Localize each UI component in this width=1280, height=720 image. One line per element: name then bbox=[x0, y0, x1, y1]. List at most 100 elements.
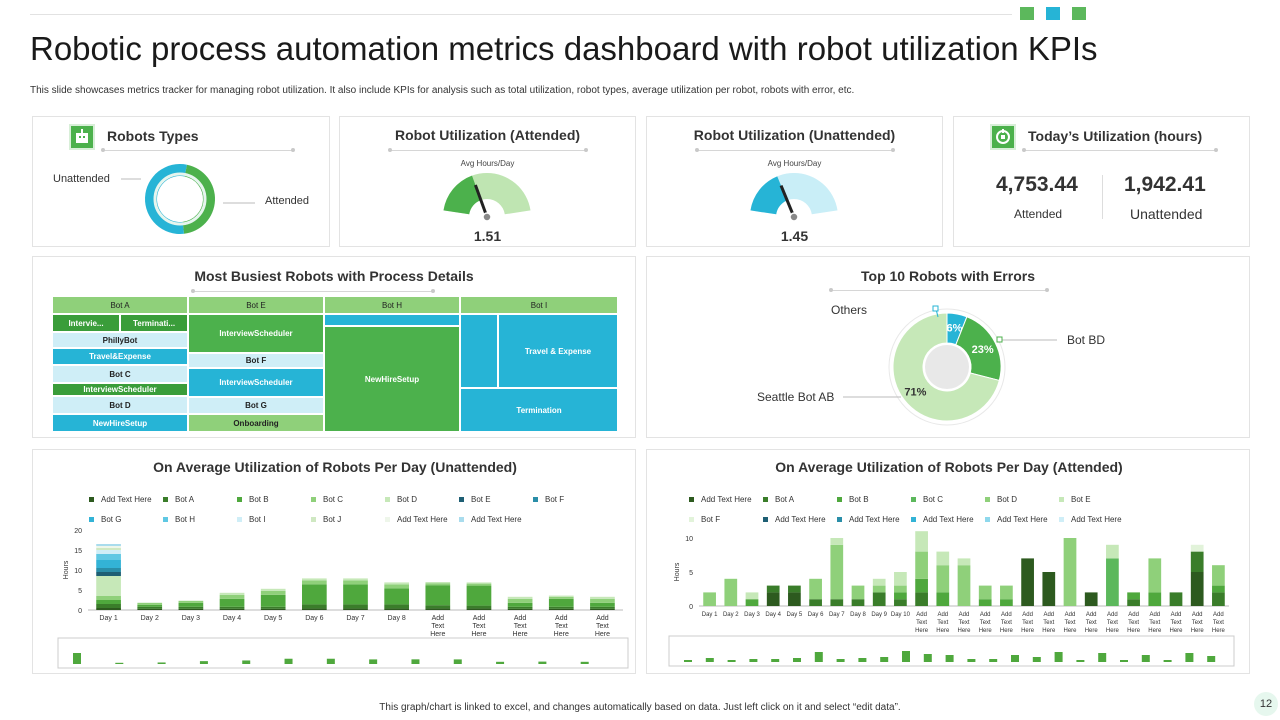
pie-label-seattle: Seattle Bot AB bbox=[757, 390, 835, 404]
x-tick-line: Text bbox=[473, 623, 486, 630]
x-tick-label: Add Text Here bbox=[430, 615, 445, 638]
bar-segment bbox=[219, 606, 245, 609]
x-tick-line: Add bbox=[980, 612, 991, 618]
leader-marker bbox=[996, 336, 1003, 343]
legend-label: Bot E bbox=[471, 495, 491, 504]
legend-label: Bot G bbox=[101, 515, 121, 524]
x-tick-line: Text bbox=[555, 623, 568, 630]
bar-segment bbox=[137, 602, 163, 605]
legend-label: Add Text Here bbox=[701, 495, 752, 504]
bar-segment bbox=[507, 606, 533, 609]
gauge-needle bbox=[473, 184, 489, 218]
bar-segment bbox=[219, 592, 245, 595]
bar-segment bbox=[788, 592, 801, 606]
x-tick-label: Day 2 bbox=[141, 615, 159, 622]
bar-segment bbox=[1190, 572, 1204, 606]
x-tick-line: Text bbox=[1107, 620, 1118, 626]
legend-swatch bbox=[237, 517, 242, 522]
gauge-hub bbox=[482, 212, 492, 222]
bar-segment bbox=[466, 583, 492, 586]
robot-icon bbox=[69, 124, 95, 150]
y-axis-label: Hours bbox=[63, 560, 70, 579]
busiest-robots-card: Most Busiest Robots with Process Details… bbox=[32, 256, 636, 438]
gauge-value: 1.51 bbox=[473, 228, 502, 244]
legend-label: Bot J bbox=[323, 515, 341, 524]
legend-swatch bbox=[1059, 517, 1064, 522]
x-tick-label: Add Text Here bbox=[513, 615, 528, 638]
bar-segment bbox=[178, 600, 204, 603]
x-tick-line: Text bbox=[1001, 620, 1012, 626]
util-attended-card: Robot Utilization (Attended) Avg Hours/D… bbox=[339, 116, 636, 247]
x-tick-line: Here bbox=[1042, 628, 1056, 634]
range-slider-bar bbox=[705, 658, 714, 662]
unattended-gauge bbox=[750, 173, 838, 222]
y-axis-label: Hours bbox=[674, 562, 681, 581]
legend-label: Bot A bbox=[175, 495, 195, 504]
bar-segment bbox=[1212, 565, 1225, 586]
x-tick-label: Add Text Here bbox=[1191, 612, 1205, 634]
gauge-caption: Avg Hours/Day bbox=[767, 159, 822, 168]
unattended-label: Unattended bbox=[53, 173, 110, 185]
bar-segment bbox=[96, 554, 121, 560]
x-tick-line: Here bbox=[1212, 628, 1226, 634]
bar-segment bbox=[1000, 585, 1013, 600]
bar-segment bbox=[915, 592, 928, 606]
x-tick-line: Text bbox=[980, 620, 991, 626]
bar-segment bbox=[830, 538, 844, 545]
bar-segment bbox=[1106, 558, 1119, 606]
bar-segment bbox=[548, 596, 574, 599]
x-tick-line: Add bbox=[1192, 612, 1203, 618]
bar-segment bbox=[343, 608, 368, 610]
bar-segment bbox=[425, 608, 451, 610]
x-tick-line: Here bbox=[1063, 628, 1077, 634]
treemap-cell: NewHireSetup bbox=[324, 326, 460, 432]
bar-segment bbox=[343, 580, 368, 585]
bar-segment bbox=[590, 608, 615, 610]
bar-segment bbox=[178, 608, 204, 610]
range-slider-bar bbox=[242, 660, 251, 664]
attended-stacked-bar: On Average Utilization of Robots Per Day… bbox=[668, 459, 1235, 667]
divider bbox=[1102, 175, 1103, 219]
legend-label: Bot C bbox=[323, 495, 343, 504]
errors-card: Top 10 Robots with Errors 6% 23% 71% Other… bbox=[646, 256, 1250, 438]
treemap-header: Bot I bbox=[460, 296, 618, 314]
page-subtitle: This slide showcases metrics tracker for… bbox=[30, 85, 855, 96]
legend-swatch bbox=[533, 497, 538, 502]
x-tick-label: Add Text Here bbox=[915, 612, 929, 634]
x-tick-line: Text bbox=[1170, 620, 1181, 626]
pie-label-bot-bd: Bot BD bbox=[1067, 333, 1106, 347]
legend-label: Add Text Here bbox=[397, 515, 448, 524]
treemap-cell: Bot D bbox=[52, 396, 188, 414]
bar-segment bbox=[978, 599, 992, 606]
range-slider bbox=[57, 637, 629, 669]
x-tick-line: Text bbox=[514, 623, 527, 630]
treemap-cell: Bot F bbox=[188, 353, 324, 368]
treemap-cell: PhillyBot bbox=[52, 332, 188, 348]
legend-swatch bbox=[689, 497, 694, 502]
range-slider-bar bbox=[157, 662, 166, 664]
bar-segment bbox=[425, 582, 451, 584]
chart-title: On Average Utilization of Robots Per Day… bbox=[775, 459, 1122, 475]
range-slider-bar bbox=[1054, 652, 1063, 662]
legend-swatch bbox=[459, 497, 464, 502]
legend-label: Bot C bbox=[923, 495, 943, 504]
today-util-card: Today’s Utilization (hours) 4,753.44 Att… bbox=[953, 116, 1250, 247]
bar-segment bbox=[178, 602, 204, 607]
x-tick-label: Day 4 bbox=[765, 612, 781, 618]
title-underline bbox=[191, 289, 435, 293]
legend-swatch bbox=[1059, 497, 1064, 502]
x-tick-line: Here bbox=[1127, 628, 1141, 634]
bar-segment bbox=[809, 578, 822, 600]
range-slider-bar bbox=[1141, 655, 1150, 662]
legend-label: Add Text Here bbox=[997, 515, 1048, 524]
bar-segment bbox=[260, 588, 286, 591]
pie-data-label: 23% bbox=[972, 344, 994, 356]
x-tick-label: Day 6 bbox=[808, 612, 824, 618]
range-slider-bar bbox=[1011, 655, 1019, 662]
legend-swatch bbox=[89, 497, 94, 502]
leader-marker bbox=[932, 305, 939, 312]
legend-swatch bbox=[385, 497, 390, 502]
treemap-cell: Bot G bbox=[188, 397, 324, 414]
attended-gauge bbox=[443, 173, 531, 222]
x-tick-line: Here bbox=[915, 628, 929, 634]
